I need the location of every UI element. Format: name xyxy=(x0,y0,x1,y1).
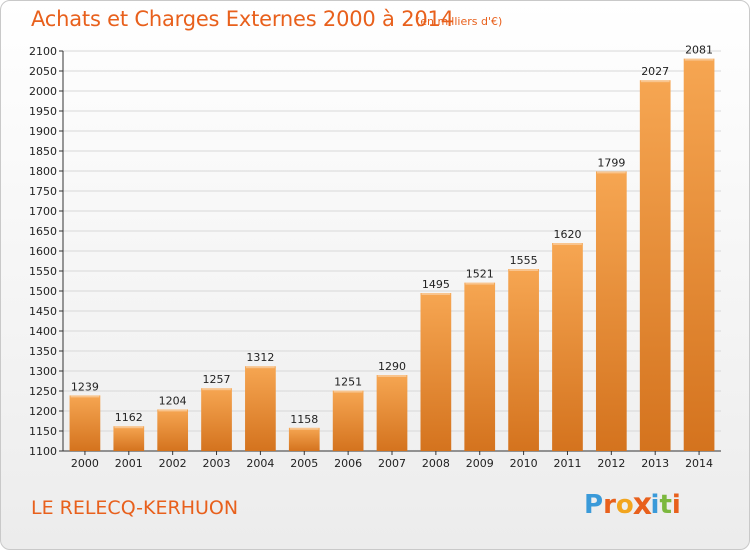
bar-highlight xyxy=(333,390,363,393)
bar xyxy=(420,293,452,451)
bar xyxy=(683,58,715,451)
y-tick-label: 1300 xyxy=(29,365,57,378)
x-tick-label: 2013 xyxy=(641,457,669,470)
data-label: 1257 xyxy=(203,373,231,386)
bar-highlight xyxy=(684,58,714,61)
x-tick-label: 2007 xyxy=(378,457,406,470)
bar-highlight xyxy=(553,243,582,245)
bar xyxy=(332,390,364,451)
chart-title: Achats et Charges Externes 2000 à 2014 xyxy=(31,7,454,31)
bar-highlight xyxy=(377,375,407,377)
labels: 1100 1150 1200 1250 1300 1350 1400 1450 1500 1550… xyxy=(29,44,713,470)
bar xyxy=(69,395,101,451)
bar xyxy=(639,80,671,451)
data-label: 1204 xyxy=(159,394,187,407)
x-tick-label: 2011 xyxy=(553,457,581,470)
logo-letter: t xyxy=(659,490,672,520)
x-tick-label: 2012 xyxy=(597,457,625,470)
logo-letter: r xyxy=(603,490,616,520)
x-tick-label: 2000 xyxy=(71,457,99,470)
proxiti-logo: Proxiti xyxy=(584,487,681,523)
y-tick-label: 1750 xyxy=(29,185,57,198)
x-tick-label: 2009 xyxy=(466,457,494,470)
bar xyxy=(288,427,320,451)
logo-letter: o xyxy=(615,490,634,520)
y-tick-label: 1250 xyxy=(29,385,57,398)
data-label: 1290 xyxy=(378,360,406,373)
y-tick-label: 1450 xyxy=(29,305,57,318)
data-label: 1555 xyxy=(510,254,538,267)
x-tick-label: 2008 xyxy=(422,457,450,470)
y-tick-label: 1650 xyxy=(29,225,57,238)
y-tick-label: 1800 xyxy=(29,165,57,178)
data-label: 1799 xyxy=(597,156,625,169)
data-label: 1620 xyxy=(553,228,581,241)
bar-highlight xyxy=(246,366,275,369)
y-tick-label: 1600 xyxy=(29,245,57,258)
bar-highlight xyxy=(465,282,495,285)
data-label: 1251 xyxy=(334,376,362,389)
logo-letter: i xyxy=(671,490,681,520)
data-label: 2081 xyxy=(685,44,713,57)
bar xyxy=(201,388,232,451)
bar xyxy=(245,366,276,451)
bar-highlight xyxy=(70,395,100,398)
bar-highlight xyxy=(158,409,188,412)
bar-highlight xyxy=(596,171,626,174)
bar xyxy=(595,171,627,451)
bar xyxy=(464,282,496,451)
data-label: 2027 xyxy=(641,65,669,78)
y-tick-label: 1400 xyxy=(29,325,57,338)
y-tick-label: 1950 xyxy=(29,105,57,118)
bars xyxy=(69,58,715,451)
x-tick-label: 2014 xyxy=(685,457,713,470)
y-tick-label: 1700 xyxy=(29,205,57,218)
bar xyxy=(157,409,189,451)
x-tick-label: 2004 xyxy=(246,457,274,470)
y-tick-label: 1350 xyxy=(29,345,57,358)
x-tick-label: 2006 xyxy=(334,457,362,470)
x-tick-label: 2010 xyxy=(510,457,538,470)
bar-highlight xyxy=(289,427,319,430)
x-tick-label: 2002 xyxy=(159,457,187,470)
data-label: 1158 xyxy=(290,413,318,426)
bar-highlight xyxy=(640,80,670,83)
y-tick-label: 1900 xyxy=(29,125,57,138)
y-tick-label: 1850 xyxy=(29,145,57,158)
y-tick-label: 2000 xyxy=(29,85,57,98)
bar-highlight xyxy=(421,293,451,295)
data-label: 1495 xyxy=(422,278,450,291)
data-label: 1521 xyxy=(466,268,494,281)
bar-highlight xyxy=(509,269,538,271)
chart-subtitle: (en milliers d'€) xyxy=(416,15,503,28)
bar-highlight xyxy=(114,426,144,429)
location-label: LE RELECQ-KERHUON xyxy=(31,497,239,519)
x-tick-label: 2005 xyxy=(290,457,318,470)
data-label: 1239 xyxy=(71,380,99,393)
y-tick-label: 1200 xyxy=(29,405,57,418)
bar xyxy=(113,426,145,451)
logo-letter: P xyxy=(584,490,604,520)
bar xyxy=(508,269,539,451)
y-tick-label: 2100 xyxy=(29,45,57,58)
y-tick-label: 1100 xyxy=(29,445,57,458)
bar-highlight xyxy=(202,388,231,391)
y-tick-label: 2050 xyxy=(29,65,57,78)
logo-letter: x xyxy=(632,487,652,523)
data-label: 1312 xyxy=(246,351,274,364)
y-tick-label: 1150 xyxy=(29,425,57,438)
y-tick-label: 1500 xyxy=(29,285,57,298)
x-tick-label: 2003 xyxy=(203,457,231,470)
y-tick-label: 1550 xyxy=(29,265,57,278)
x-tick-label: 2001 xyxy=(115,457,143,470)
data-label: 1162 xyxy=(115,411,143,424)
bar xyxy=(376,375,408,451)
logo-letter: i xyxy=(650,490,660,520)
bar xyxy=(552,243,583,451)
